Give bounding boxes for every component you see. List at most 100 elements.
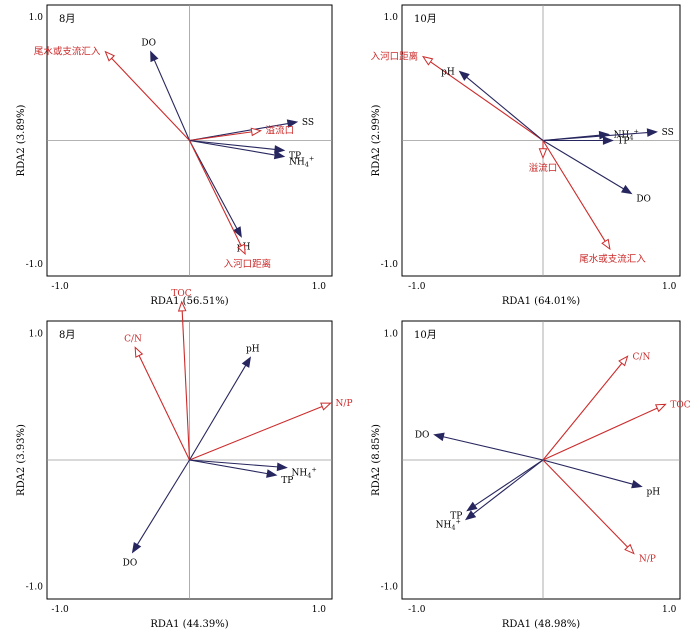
rda-panel-1: 8月 -1.0 1.0 1.0 -1.0 RDA1 (56.51%) RDA2 (3.89%… (16, 4, 333, 307)
x-tick-label-min: -1.0 (51, 282, 69, 292)
x-axis-title: RDA1 (56.51%) (150, 296, 228, 307)
vector-arrowhead (320, 402, 332, 411)
vector-label: N/P (336, 399, 353, 409)
y-tick-label-min: -1.0 (381, 582, 399, 592)
vector-label: DO (123, 558, 138, 568)
vector-label: pH (646, 488, 660, 498)
y-tick-label-max: 1.0 (384, 13, 399, 23)
vector-label: TP (617, 137, 629, 147)
vector-label: DO (141, 39, 156, 49)
vector-line (189, 139, 276, 156)
vector-label: TOC (171, 289, 191, 299)
vector-line (189, 139, 276, 150)
x-axis-title: RDA1 (48.98%) (502, 619, 580, 630)
vector-label: 入河口距离 (224, 258, 272, 270)
x-tick-label-min: -1.0 (408, 605, 426, 615)
vector-label: C/N (124, 334, 142, 344)
vector-label: 溢流口 (266, 125, 295, 137)
y-tick-label-max: 1.0 (29, 13, 44, 23)
vector-label: 尾水或支流汇入 (34, 46, 101, 58)
vector-arrowhead (464, 510, 477, 521)
y-tick-label-max: 1.0 (29, 330, 44, 340)
vector-line (111, 57, 190, 141)
vector-arrowhead (131, 541, 142, 554)
vector-line (189, 140, 242, 247)
rda-panel-3: 8月 -1.0 1.0 1.0 -1.0 RDA1 (44.39%) RDA2 (3.93%… (16, 289, 353, 630)
vector-line (189, 140, 238, 230)
vector-label: pH (441, 67, 455, 77)
vector-label: SS (302, 118, 314, 128)
y-axis-title: RDA2 (2.99%) (371, 104, 382, 176)
vector-arrowhead (104, 50, 116, 62)
vector-line (466, 76, 544, 141)
vector-label: NH4+ (436, 517, 461, 531)
vector-arrowhead (232, 226, 242, 238)
vector-line (443, 436, 544, 461)
x-tick-label-max: 1.0 (662, 605, 677, 615)
vector-arrowhead (601, 238, 611, 251)
vector-arrowhead (241, 356, 252, 368)
vector-line (542, 362, 623, 461)
vector-arrowhead (250, 127, 262, 137)
y-axis-title: RDA2 (3.93%) (16, 424, 27, 496)
vector-arrowhead (620, 184, 633, 195)
vector-arrowhead (276, 462, 288, 472)
panel-label: 8月 (59, 329, 75, 341)
vector-line (430, 61, 544, 141)
vector-arrowhead (458, 70, 470, 81)
vector-arrowhead (631, 479, 643, 489)
vector-arrowhead (286, 119, 299, 128)
vector-arrowhead (421, 55, 434, 66)
vector-label: 尾水或支流汇入 (579, 253, 646, 265)
vector-line (189, 131, 252, 142)
x-tick-label-min: -1.0 (408, 282, 426, 292)
vector-label: NH4+ (289, 155, 314, 169)
rda-panel-4: 10月 -1.0 1.0 1.0 -1.0 RDA1 (48.98%) RDA2 (8.85… (371, 320, 691, 630)
vector-line (472, 459, 544, 515)
vector-line (189, 365, 247, 461)
vector-line (542, 459, 633, 485)
vector-arrowhead (624, 543, 635, 555)
vector-line (542, 132, 648, 142)
vector-arrowhead (273, 150, 286, 160)
y-tick-label-min: -1.0 (26, 260, 44, 270)
vector-line (542, 459, 628, 548)
vector-line (542, 140, 624, 190)
vector-arrowhead (466, 501, 478, 512)
vector-label: TOC (670, 400, 690, 410)
vector-line (542, 407, 658, 461)
vector-line (136, 459, 190, 545)
rda-panel-2: 10月 -1.0 1.0 1.0 -1.0 RDA1 (64.01%) RDA2 (2.99… (371, 4, 681, 307)
vector-label: 入河口距离 (371, 51, 419, 63)
vector-arrowhead (538, 148, 548, 160)
vector-label: TP (281, 476, 293, 486)
vector-label: TP (450, 512, 462, 522)
vector-arrowhead (598, 130, 610, 140)
vector-label: DO (636, 195, 651, 205)
vector-line (474, 459, 544, 507)
vector-label: N/P (639, 555, 656, 565)
vector-arrowhead (150, 50, 159, 63)
y-axis-title: RDA2 (8.85%) (371, 424, 382, 496)
y-tick-label-min: -1.0 (26, 582, 44, 592)
vector-label: SS (662, 128, 674, 138)
x-axis-title: RDA1 (44.39%) (150, 619, 228, 630)
vector-label: C/N (633, 352, 651, 362)
vector-line (542, 140, 606, 242)
y-axis-title: RDA2 (3.89%) (16, 104, 27, 176)
vector-label: NH4+ (292, 466, 317, 480)
vector-arrowhead (134, 346, 144, 358)
vector-label: pH (246, 345, 260, 355)
y-tick-label-max: 1.0 (384, 330, 399, 340)
x-tick-label-max: 1.0 (312, 605, 327, 615)
vector-line (153, 59, 191, 141)
vector-label: TP (289, 151, 301, 161)
vector-line (189, 405, 323, 461)
vector-arrowhead (646, 128, 658, 137)
panel-label: 10月 (414, 329, 437, 341)
vector-line (181, 310, 191, 461)
vector-arrowhead (618, 355, 629, 367)
vector-arrowhead (654, 403, 667, 413)
x-axis-title: RDA1 (64.01%) (502, 296, 580, 307)
